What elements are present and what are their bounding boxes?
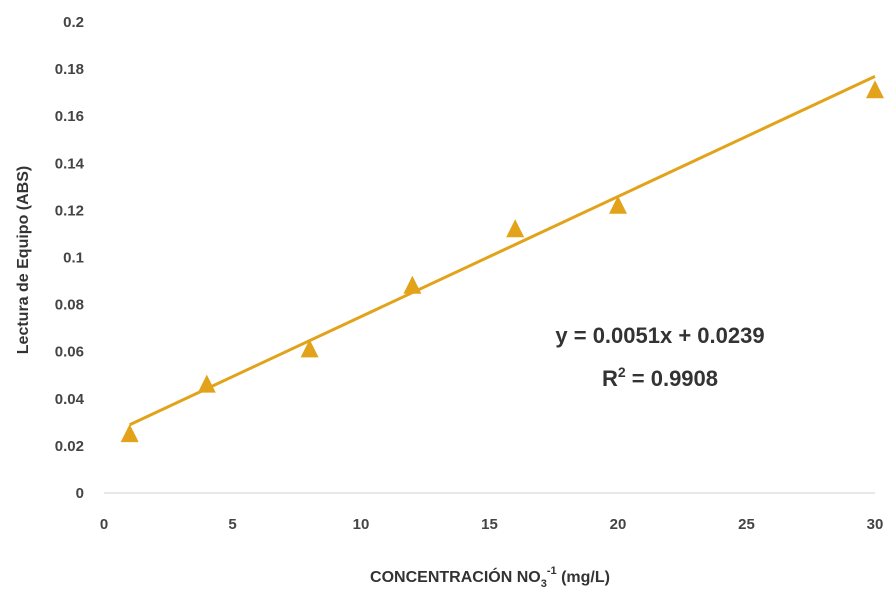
y-tick-label: 0.12 xyxy=(55,202,84,219)
r-squared-value: = 0.9908 xyxy=(626,366,718,391)
y-tick-label: 0.14 xyxy=(55,155,85,172)
r-squared-label: R2 = 0.9908 xyxy=(602,364,718,391)
x-axis-title-subscript: 3 xyxy=(541,578,547,590)
data-point-marker xyxy=(866,80,884,99)
data-points xyxy=(120,80,884,443)
x-tick-label: 15 xyxy=(481,516,498,533)
x-tick-labels: 0 5 10 15 20 25 30 xyxy=(100,516,884,533)
x-axis-title-superscript: -1 xyxy=(547,565,557,577)
x-tick-label: 25 xyxy=(738,516,755,533)
y-tick-label: 0 xyxy=(76,485,84,502)
x-tick-label: 20 xyxy=(610,516,627,533)
y-tick-label: 0.1 xyxy=(63,250,84,267)
x-axis-title: CONCENTRACIÓN NO3-1 (mg/L) xyxy=(370,565,610,590)
data-point-marker xyxy=(609,195,627,214)
x-tick-label: 30 xyxy=(867,516,884,533)
data-point-marker xyxy=(403,275,422,294)
trendline-equation: y = 0.0051x + 0.0239 xyxy=(555,323,764,348)
y-tick-label: 0.04 xyxy=(55,391,85,408)
y-tick-label: 0.06 xyxy=(55,344,84,361)
trendline-line xyxy=(129,75,876,427)
x-axis-title-prefix: CONCENTRACIÓN NO xyxy=(370,567,541,586)
y-tick-label: 0.16 xyxy=(55,108,84,125)
r-squared-exponent: 2 xyxy=(618,364,626,380)
data-point-marker xyxy=(120,424,139,443)
y-tick-label: 0.2 xyxy=(63,14,84,31)
data-point-marker xyxy=(300,339,319,358)
x-tick-label: 10 xyxy=(353,516,370,533)
data-point-marker xyxy=(197,374,216,393)
x-tick-label: 0 xyxy=(100,516,108,533)
x-axis-title-suffix: (mg/L) xyxy=(557,569,610,586)
trendline xyxy=(129,75,876,427)
y-tick-label: 0.02 xyxy=(55,438,84,455)
r-squared-prefix: R xyxy=(602,366,618,391)
x-tick-label: 5 xyxy=(228,516,236,533)
y-tick-label: 0.18 xyxy=(55,61,84,78)
y-tick-labels: 0 0.02 0.04 0.06 0.08 0.1 0.12 0.14 0.16 0.18 0.2 xyxy=(55,14,85,502)
y-axis-title: Lectura de Equipo (ABS) xyxy=(15,166,32,354)
y-tick-label: 0.08 xyxy=(55,297,84,314)
data-point-marker xyxy=(506,219,525,238)
